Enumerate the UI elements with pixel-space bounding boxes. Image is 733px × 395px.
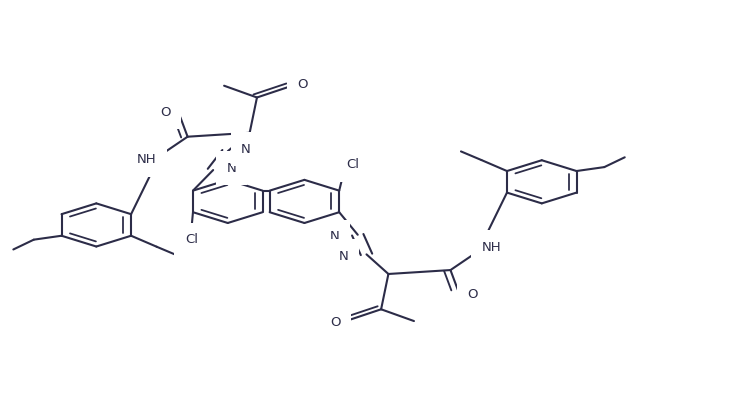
Text: O: O bbox=[467, 288, 478, 301]
Text: N: N bbox=[226, 162, 236, 175]
Text: N: N bbox=[241, 143, 251, 156]
Text: O: O bbox=[161, 106, 171, 119]
Text: Cl: Cl bbox=[347, 158, 359, 171]
Text: NH: NH bbox=[482, 241, 501, 254]
Text: O: O bbox=[330, 316, 340, 329]
Text: N: N bbox=[339, 250, 348, 263]
Text: N: N bbox=[330, 230, 339, 243]
Text: O: O bbox=[298, 78, 308, 91]
Text: Cl: Cl bbox=[185, 233, 198, 246]
Text: NH: NH bbox=[136, 153, 156, 166]
